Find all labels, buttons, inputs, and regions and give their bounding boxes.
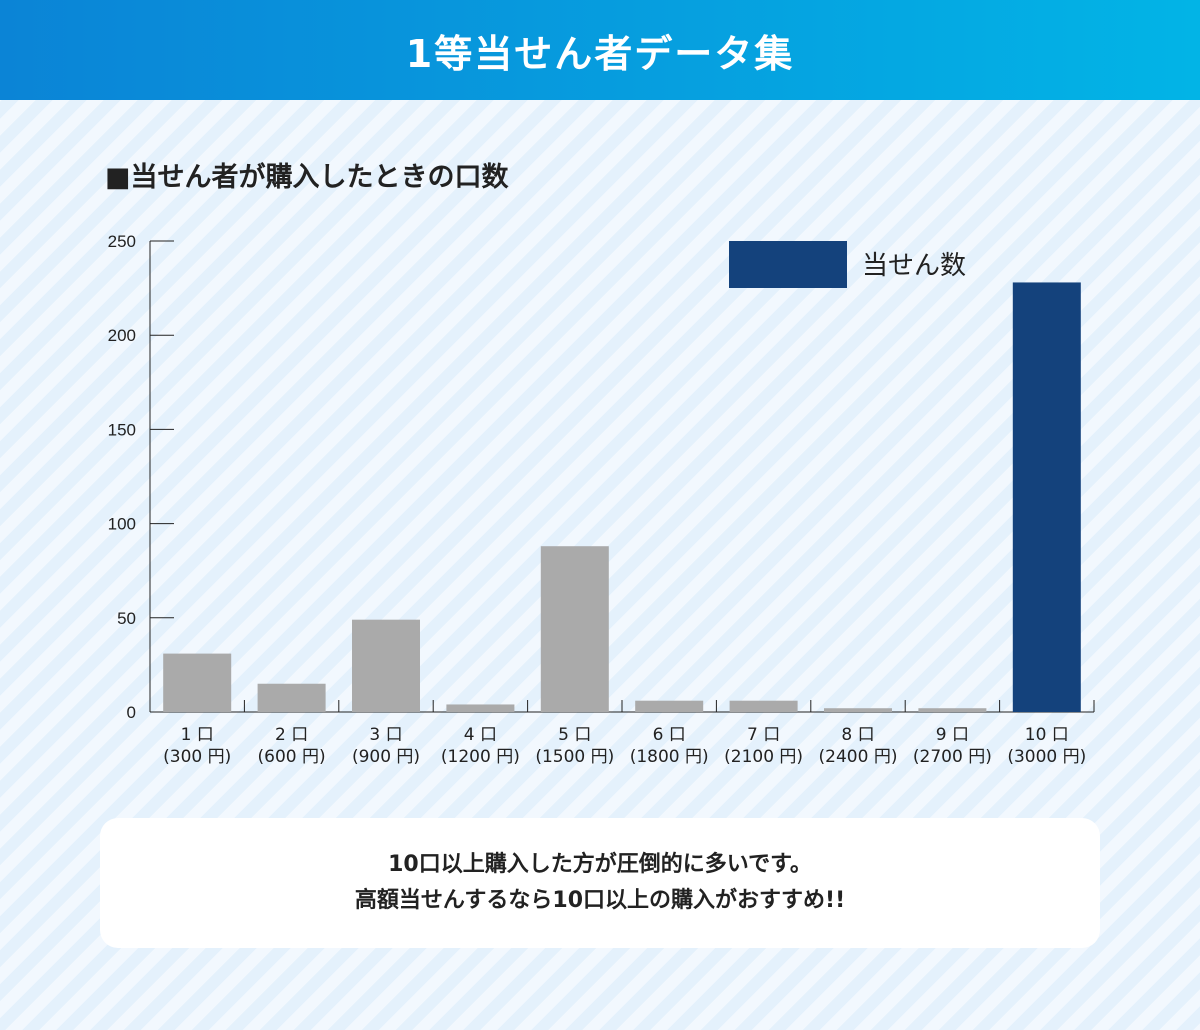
x-category-price-label: (3000 円): [1007, 747, 1086, 767]
bar: [729, 700, 798, 712]
bar: [163, 653, 232, 712]
y-tick-label: 100: [108, 515, 136, 534]
x-category-price-label: (1200 円): [441, 747, 520, 767]
page-title: 1等当せん者データ集: [405, 31, 795, 76]
x-category-price-label: (300 円): [163, 747, 231, 767]
y-tick-label: 50: [117, 609, 136, 628]
note-line-1: 10口以上購入した方が圧倒的に多いです。: [388, 852, 812, 877]
chart-title: ■当せん者が購入したときの口数: [105, 162, 509, 193]
bar: [540, 546, 609, 712]
y-tick-label: 250: [108, 232, 136, 251]
bar: [918, 708, 987, 712]
x-category-price-label: (2400 円): [819, 747, 898, 767]
bar: [635, 700, 704, 712]
x-category-price-label: (600 円): [258, 747, 326, 767]
legend-label: 当せん数: [862, 251, 966, 281]
summary-note: 10口以上購入した方が圧倒的に多いです。 高額当せんするなら10口以上の購入がお…: [100, 818, 1100, 948]
x-category-label: 5 口: [558, 725, 591, 745]
x-category-label: 2 口: [275, 725, 308, 745]
x-category-price-label: (900 円): [352, 747, 420, 767]
y-tick-label: 0: [127, 703, 136, 722]
x-category-price-label: (2700 円): [913, 747, 992, 767]
bar: [446, 704, 515, 712]
bar-chart: 0 50 100 150 200 250 1 口(300 円) 2 口(600 円) 3 口(9…: [108, 232, 1095, 767]
y-tick-label: 200: [108, 326, 136, 345]
x-category-label: 1 口: [181, 725, 214, 745]
x-category-label: 9 口: [936, 725, 969, 745]
bar: [1012, 282, 1081, 712]
y-tick-label: 150: [108, 420, 136, 439]
x-category-label: 4 口: [464, 725, 497, 745]
x-category-price-label: (1500 円): [535, 747, 614, 767]
x-category-label: 6 口: [653, 725, 686, 745]
x-category-price-label: (1800 円): [630, 747, 709, 767]
bar: [352, 619, 420, 712]
x-category-label: 8 口: [841, 725, 874, 745]
x-category-label: 10 口: [1025, 725, 1069, 745]
x-category-price-label: (2100 円): [724, 747, 803, 767]
legend-swatch: [729, 241, 847, 288]
note-line-2: 高額当せんするなら10口以上の購入がおすすめ!!: [354, 888, 846, 913]
x-category-label: 7 口: [747, 725, 780, 745]
x-category-label: 3 口: [369, 725, 402, 745]
header-banner: 1等当せん者データ集: [0, 0, 1200, 100]
bar: [824, 708, 892, 712]
bar: [257, 683, 326, 712]
